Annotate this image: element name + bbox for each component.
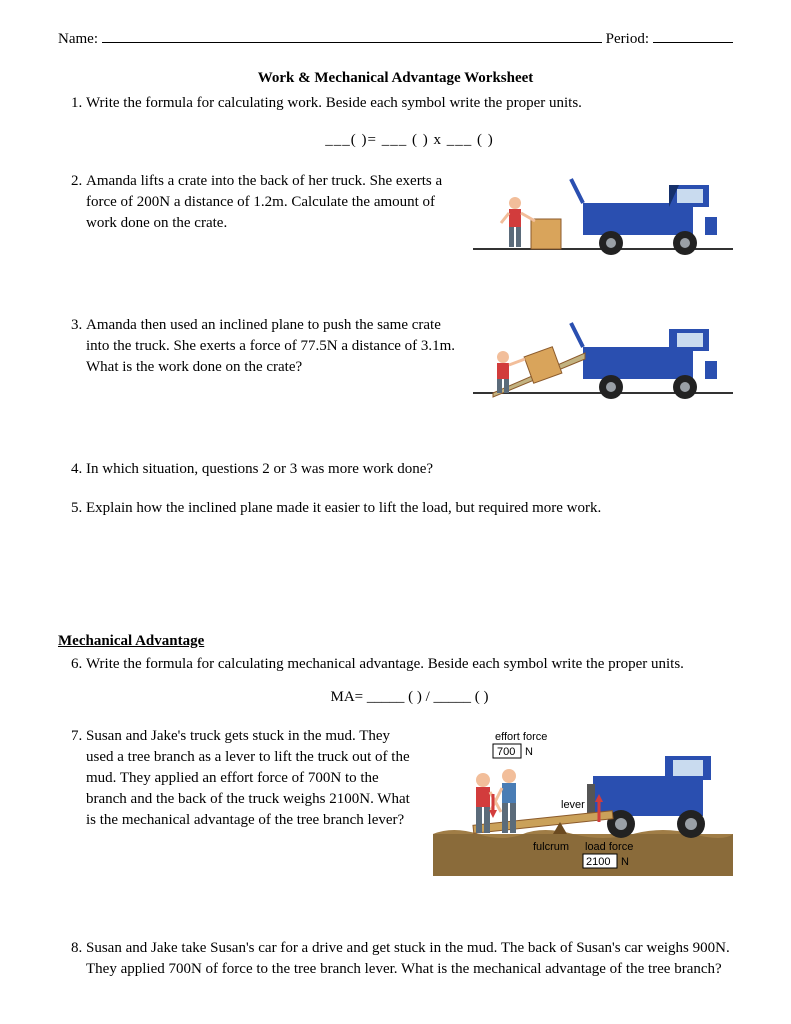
question-1: Write the formula for calculating work. … [86,93,733,151]
effort-value: 700 [497,746,515,758]
question-4: In which situation, questions 2 or 3 was… [86,459,733,480]
q1-formula: ___( )= ___ ( ) x ___ ( ) [86,130,733,151]
question-7: Susan and Jake's truck gets stuck in the… [86,726,733,920]
worksheet-title: Work & Mechanical Advantage Worksheet [58,70,733,87]
load-value: 2100 [586,856,610,868]
truck-ramp-illustration [473,315,733,405]
question-6: Write the formula for calculating mechan… [86,654,733,708]
question-list: Write the formula for calculating work. … [86,93,733,519]
name-label: Name: [58,31,98,48]
q7-text: Susan and Jake's truck gets stuck in the… [86,726,419,831]
period-blank[interactable] [653,28,733,43]
effort-n: N [525,746,533,758]
section-mechanical-advantage: Mechanical Advantage [58,633,733,650]
fulcrum-label: fulcrum [533,841,569,853]
name-blank[interactable] [102,28,602,43]
question-3: Amanda then used an inclined plane to pu… [86,315,733,441]
q1-text: Write the formula for calculating work. … [86,95,582,111]
q8-text: Susan and Jake take Susan's car for a dr… [86,940,730,977]
question-2: Amanda lifts a crate into the back of he… [86,171,733,297]
lever-illustration: effort force 700 N lever fulcrum load fo… [433,726,733,876]
load-force-label: load force [585,841,633,853]
question-5: Explain how the inclined plane made it e… [86,498,733,519]
q6-formula: MA= _____ ( ) / _____ ( ) [86,687,733,708]
q3-text: Amanda then used an inclined plane to pu… [86,315,459,378]
period-label: Period: [606,31,649,48]
load-n: N [621,856,629,868]
header-row: Name: Period: [58,28,733,48]
question-list-2: Write the formula for calculating mechan… [86,654,733,980]
question-8: Susan and Jake take Susan's car for a dr… [86,938,733,980]
truck-lift-illustration [473,171,733,261]
q6-text: Write the formula for calculating mechan… [86,656,684,672]
worksheet-page: Name: Period: Work & Mechanical Advantag… [0,0,791,1024]
q4-text: In which situation, questions 2 or 3 was… [86,461,433,477]
lever-label: lever [561,799,585,811]
effort-force-label: effort force [495,731,547,743]
q2-text: Amanda lifts a crate into the back of he… [86,171,459,234]
q5-text: Explain how the inclined plane made it e… [86,500,601,516]
